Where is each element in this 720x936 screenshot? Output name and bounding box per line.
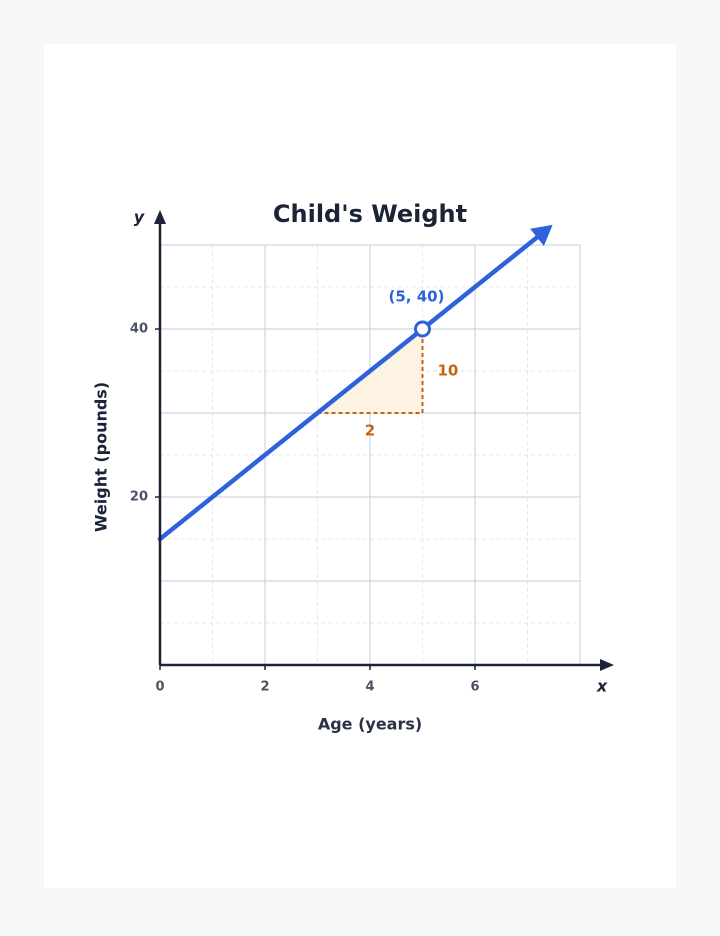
x-tick-label: 4 xyxy=(365,680,374,695)
rise-label: 10 xyxy=(438,362,459,380)
x-tick-label: 6 xyxy=(470,680,479,695)
y-tick-label: 20 xyxy=(130,490,148,505)
point-label: (5, 40) xyxy=(389,288,445,306)
y-axis-label: Weight (pounds) xyxy=(92,382,111,532)
point xyxy=(414,320,431,338)
line-arrowhead xyxy=(530,224,553,246)
marks: 2 10 (5, 40) xyxy=(157,224,553,542)
x-tick-label: 0 xyxy=(155,680,164,695)
y-tick-label: 40 xyxy=(130,322,148,337)
x-axis-label: Age (years) xyxy=(318,715,422,734)
x-axis-letter: x xyxy=(596,677,608,696)
y-axis-letter: y xyxy=(134,208,145,227)
x-axis-arrow xyxy=(600,659,614,671)
card xyxy=(44,44,676,888)
chart-title: Child's Weight xyxy=(273,200,467,228)
run-label: 2 xyxy=(365,422,375,440)
y-axis-arrow xyxy=(154,210,166,224)
x-tick-label: 2 xyxy=(260,680,269,695)
line xyxy=(157,230,546,542)
